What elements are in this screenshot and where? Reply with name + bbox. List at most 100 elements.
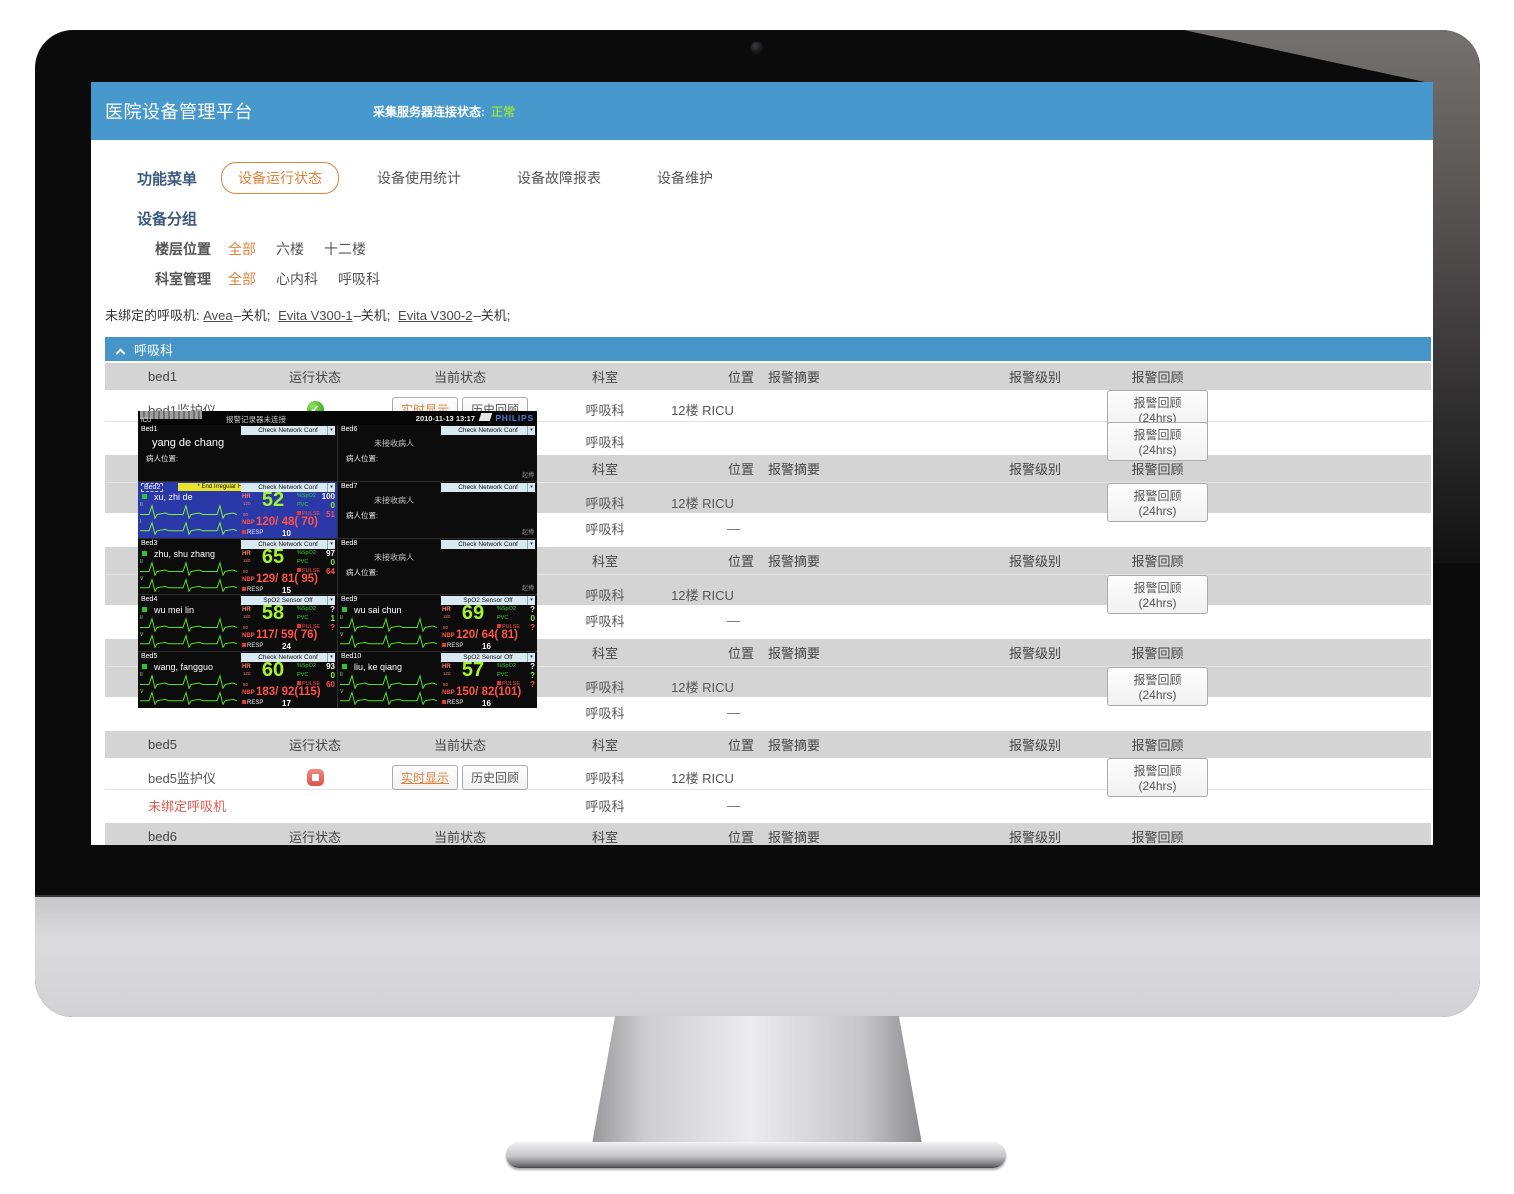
bed-header-row: bed6 运行状态 当前状态 科室 位置 报警摘要 报警级别 报警回顾 bbox=[105, 823, 1431, 845]
bed-cell-body: wu sai chun II V HR 120 50 69 %SpO2? PVC 0 PULSE? N… bbox=[338, 602, 537, 651]
patient-location-label: 病人位置: bbox=[146, 454, 179, 463]
philips-logo: PHILIPS bbox=[495, 413, 534, 423]
ventilator-link-avea[interactable]: Avea bbox=[203, 308, 233, 323]
hr-high-limit: 120 bbox=[443, 614, 451, 620]
column-label: 位置 bbox=[727, 554, 754, 569]
filter-dept-cardiology[interactable]: 心内科 bbox=[276, 271, 318, 287]
column-label: 运行状态 bbox=[288, 830, 341, 845]
browser-page: 医院设备管理平台 采集服务器连接状态: 正常 功能菜单 设备运行状态 设备使用统… bbox=[91, 82, 1433, 845]
collapse-icon[interactable] bbox=[115, 348, 126, 359]
alarm-review-button[interactable]: 报警回顾(24hrs) bbox=[1107, 483, 1208, 522]
column-label: 科室 bbox=[591, 646, 618, 661]
realtime-display-button[interactable]: 实时显示 bbox=[391, 765, 458, 790]
hr-value: 57 bbox=[461, 659, 485, 682]
hr-label: HR bbox=[442, 607, 451, 614]
bed-id-label: Bed5 bbox=[141, 653, 158, 661]
ecg-waveform bbox=[140, 503, 238, 519]
column-label: 报警级别 bbox=[1008, 738, 1061, 753]
tab-maintenance[interactable]: 设备维护 bbox=[657, 170, 714, 186]
grid-icon bbox=[342, 664, 347, 670]
filter-dept-respiratory[interactable]: 呼吸科 bbox=[338, 271, 380, 287]
grid-icon bbox=[342, 607, 347, 613]
dropdown-arrow-icon: ▾ bbox=[327, 426, 335, 435]
alarm-source-chip bbox=[140, 411, 202, 419]
nbp-value: 120/ 48( 70) bbox=[256, 515, 319, 528]
page-title: 医院设备管理平台 bbox=[105, 102, 253, 122]
column-label: 位置 bbox=[727, 738, 754, 753]
ventilator-link-evita2[interactable]: Evita V300-2 bbox=[398, 308, 473, 323]
alarm-review-button[interactable]: 报警回顾(24hrs) bbox=[1107, 667, 1208, 706]
filter-floor-6[interactable]: 六楼 bbox=[276, 241, 304, 257]
column-label: 报警级别 bbox=[1008, 646, 1061, 661]
alarm-review-button[interactable]: 报警回顾(24hrs) bbox=[1107, 575, 1208, 614]
dropdown-arrow-icon: ▾ bbox=[327, 596, 335, 606]
section-title: 呼吸科 bbox=[134, 342, 174, 358]
alarm-review-button[interactable]: 报警回顾(24hrs) bbox=[1107, 758, 1208, 797]
lead-label: V bbox=[140, 689, 144, 696]
column-label: 报警摘要 bbox=[768, 738, 821, 753]
column-label: 报警级别 bbox=[1008, 370, 1061, 385]
pvc-value: 0 bbox=[530, 614, 535, 624]
network-conf-dropdown[interactable]: SpO2 Sensor Off ▾ bbox=[441, 596, 535, 606]
network-conf-dropdown[interactable]: SpO2 Sensor Off ▾ bbox=[241, 596, 335, 606]
dropdown-value: Check Network Conf bbox=[458, 540, 518, 548]
network-conf-dropdown[interactable]: Check Network Conf ▾ bbox=[241, 653, 335, 663]
patient-location-label: 病人位置: bbox=[346, 510, 379, 520]
tab-usage-stats[interactable]: 设备使用统计 bbox=[377, 170, 462, 186]
monitor-popup: ICU 报警记录器未连接 2010-11-13 13:17 PHILIPS Be… bbox=[138, 411, 537, 708]
network-conf-dropdown[interactable]: Check Network Conf ▾ bbox=[241, 426, 335, 435]
location-value: 12楼 RICU bbox=[671, 403, 734, 418]
hr-value: 52 bbox=[261, 488, 285, 511]
nbp-value: 120/ 64( 81) bbox=[456, 629, 519, 642]
pvc-label: PVC bbox=[297, 615, 309, 622]
network-conf-dropdown[interactable]: Check Network Conf ▾ bbox=[441, 426, 535, 435]
spo2-label: %SpO2 bbox=[297, 663, 316, 670]
bed-header-row: bed1 运行状态 当前状态 科室 位置 报警摘要 报警级别 报警回顾 bbox=[105, 363, 1431, 390]
monitor-bed-cell: Bed5 Check Network Conf ▾ wang, fangguo II V H… bbox=[138, 652, 337, 708]
hr-low-limit: 50 bbox=[243, 682, 249, 688]
history-review-button[interactable]: 历史回顾 bbox=[462, 765, 529, 790]
server-status-value: 正常 bbox=[491, 104, 516, 119]
filter-dept-all[interactable]: 全部 bbox=[228, 271, 256, 287]
unbound-prefix: 未绑定的呼吸机: bbox=[105, 308, 200, 323]
section-respiratory-bar[interactable]: 呼吸科 bbox=[105, 337, 1431, 361]
monitor-datetime: 2010-11-13 13:17 bbox=[415, 414, 475, 423]
nbp-label: NBP bbox=[442, 633, 455, 640]
network-conf-dropdown[interactable]: Check Network Conf ▾ bbox=[441, 482, 535, 492]
pacing-label: 起搏 bbox=[521, 472, 534, 479]
ecg-waveform bbox=[140, 577, 238, 592]
network-conf-dropdown[interactable]: SpO2 Sensor Off ▾ bbox=[441, 653, 535, 663]
column-label: 位置 bbox=[727, 462, 754, 477]
bed-cell-body: liu, ke qiang II V HR 120 50 57 %SpO2? PVC? PULSE… bbox=[338, 659, 537, 708]
network-conf-dropdown[interactable]: Check Network Conf ▾ bbox=[441, 539, 535, 549]
resp-label: RESP bbox=[242, 643, 263, 649]
resp-label: RESP bbox=[242, 530, 263, 536]
vitals-block: HR 120 50 57 %SpO2? PVC? PULSE? NBP 150/ 82(101)… bbox=[442, 659, 535, 708]
tab-fault-report[interactable]: 设备故障报表 bbox=[517, 170, 602, 186]
nbp-label: NBP bbox=[242, 519, 255, 526]
ecg-waveform bbox=[340, 634, 438, 649]
department-value: 呼吸科 bbox=[585, 403, 625, 418]
bed-cell-body: 未接收病人 病人位置: 起搏 bbox=[338, 549, 537, 595]
column-label: 报警级别 bbox=[1008, 830, 1061, 845]
patient-name: liu, ke qiang bbox=[354, 662, 403, 673]
bed-label: bed5 bbox=[148, 737, 177, 752]
alarm-review-button[interactable]: 报警回顾(24hrs) bbox=[1107, 422, 1208, 461]
department-value: 呼吸科 bbox=[585, 435, 625, 450]
row-gap bbox=[105, 452, 1431, 455]
filter-floor-12[interactable]: 十二楼 bbox=[324, 241, 366, 257]
ventilator-link-evita1[interactable]: Evita V300-1 bbox=[278, 308, 353, 323]
nav-tabs: 功能菜单 设备运行状态 设备使用统计 设备故障报表 设备维护 bbox=[137, 162, 1433, 194]
filter-floor-all[interactable]: 全部 bbox=[228, 241, 256, 257]
device-name: 未绑定呼吸机 bbox=[148, 798, 227, 814]
spo2-value: 93 bbox=[326, 662, 335, 672]
imac-stand-neck bbox=[592, 1016, 922, 1144]
not-admitted-text: 未接收病人 bbox=[374, 552, 414, 562]
monitor-bed-cell: Bed9 SpO2 Sensor Off ▾ wu sai chun II V HR 120 5… bbox=[338, 595, 537, 652]
unbound-ventilators-line: 未绑定的呼吸机: Avea–关机; Evita V300-1–关机; Evita… bbox=[105, 305, 1433, 324]
tab-device-run-status[interactable]: 设备运行状态 bbox=[221, 162, 340, 194]
hr-label: HR bbox=[442, 664, 451, 671]
ecg-waveform bbox=[340, 617, 438, 633]
network-conf-dropdown[interactable]: Check Network Conf ▾ bbox=[241, 482, 335, 492]
network-conf-dropdown[interactable]: Check Network Conf ▾ bbox=[241, 539, 335, 549]
